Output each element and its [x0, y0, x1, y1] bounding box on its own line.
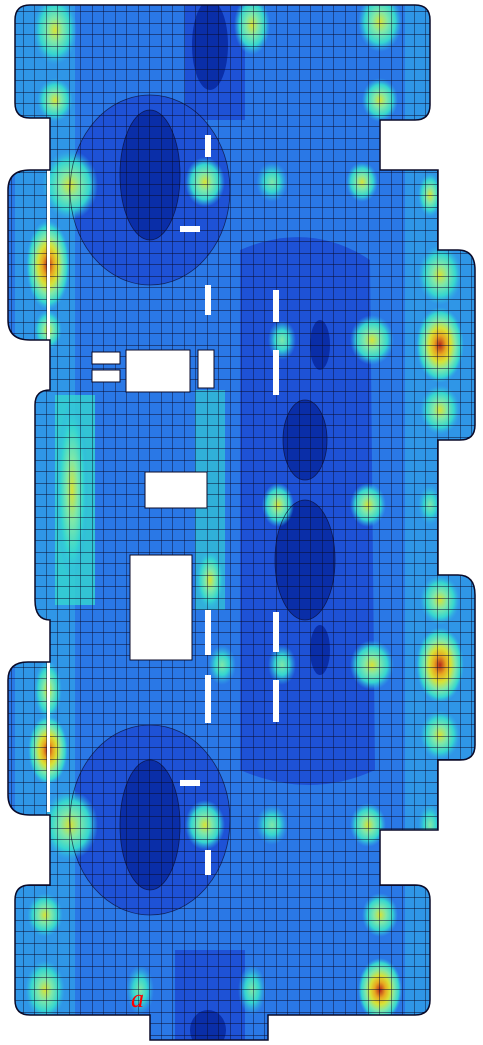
- opening-upper-right: [197, 349, 215, 389]
- contour-boundary-lines: [69, 94, 336, 916]
- subfigure-mark: a: [131, 984, 144, 1013]
- opening-upper-left-small: [91, 351, 121, 365]
- slot-cutouts: [47, 135, 279, 875]
- structural-openings: [91, 349, 215, 661]
- opening-lower: [129, 554, 193, 661]
- opening-upper-left-small-2: [91, 369, 121, 383]
- opening-middle: [144, 471, 208, 509]
- opening-upper-main: [125, 349, 191, 393]
